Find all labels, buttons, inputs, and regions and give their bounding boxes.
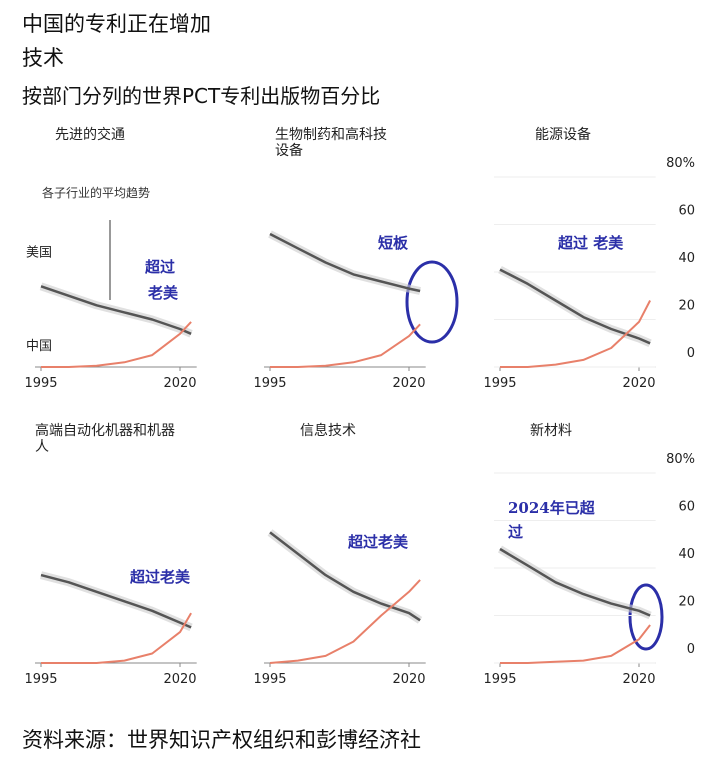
annotation: 超过 [145, 258, 176, 276]
series-line [269, 531, 421, 622]
x-tick-label: 1995 [253, 672, 286, 687]
series-line [269, 579, 421, 664]
subtitle: 按部门分列的世界PCT专利出版物百分比 [22, 84, 381, 108]
y-tick-label: 20 [678, 299, 695, 314]
x-tick-label: 2020 [392, 672, 425, 687]
y-tick-label: 0 [687, 642, 695, 657]
x-tick-label: 1995 [483, 672, 516, 687]
series-line [499, 547, 651, 617]
title-line2: 技术 [22, 46, 64, 70]
panel-title: 高端自动化机器和机器人 [35, 423, 175, 455]
series-line [499, 268, 651, 345]
legend-label: 中国 [26, 339, 52, 354]
panel-title: 生物制药和高科技设备 [275, 127, 387, 159]
x-tick-label: 2020 [163, 672, 196, 687]
title: 中国的专利正在增加 [22, 12, 211, 36]
y-tick-label: 60 [678, 500, 695, 515]
series-line [41, 321, 192, 368]
source: 资料来源：世界知识产权组织和彭博经济社 [22, 728, 421, 752]
y-tick-label: 20 [678, 595, 695, 610]
legend-label: 美国 [26, 245, 52, 260]
y-tick-label: 60 [678, 204, 695, 219]
annotation: 过 [508, 523, 524, 541]
series-line [500, 624, 651, 664]
y-tick-label: 40 [678, 547, 695, 562]
annotation: 各子行业的平均趋势 [42, 186, 151, 200]
x-tick-label: 1995 [24, 672, 57, 687]
x-tick-label: 1995 [24, 376, 57, 391]
x-tick-label: 1995 [483, 376, 516, 391]
y-tick-label: 80% [666, 452, 695, 467]
annotation: 短板 [378, 234, 409, 252]
y-tick-label: 80% [666, 156, 695, 171]
annotation: 2024年已超 [508, 499, 595, 517]
trend-band [497, 545, 652, 620]
annotation: 超过老美 [130, 568, 191, 586]
series-line [500, 300, 651, 368]
series-line [270, 323, 421, 368]
y-tick-label: 0 [687, 346, 695, 361]
x-tick-label: 2020 [392, 376, 425, 391]
annotation: 超过 老美 [558, 234, 624, 252]
series-line [40, 285, 192, 335]
highlight-circle [628, 583, 664, 651]
series-line [40, 573, 192, 629]
series-line [269, 232, 421, 293]
x-tick-label: 1995 [253, 376, 286, 391]
annotation: 老美 [148, 284, 179, 302]
panel-title: 先进的交通 [55, 127, 125, 143]
panel-title: 信息技术 [300, 423, 356, 439]
annotation: 超过老美 [348, 533, 409, 551]
y-tick-label: 40 [678, 251, 695, 266]
highlight-circle [405, 260, 459, 344]
x-tick-label: 2020 [622, 672, 655, 687]
x-tick-label: 2020 [622, 376, 655, 391]
series-line [41, 612, 192, 664]
panel-title: 新材料 [530, 423, 572, 439]
panel-title: 能源设备 [535, 127, 591, 143]
x-tick-label: 2020 [163, 376, 196, 391]
